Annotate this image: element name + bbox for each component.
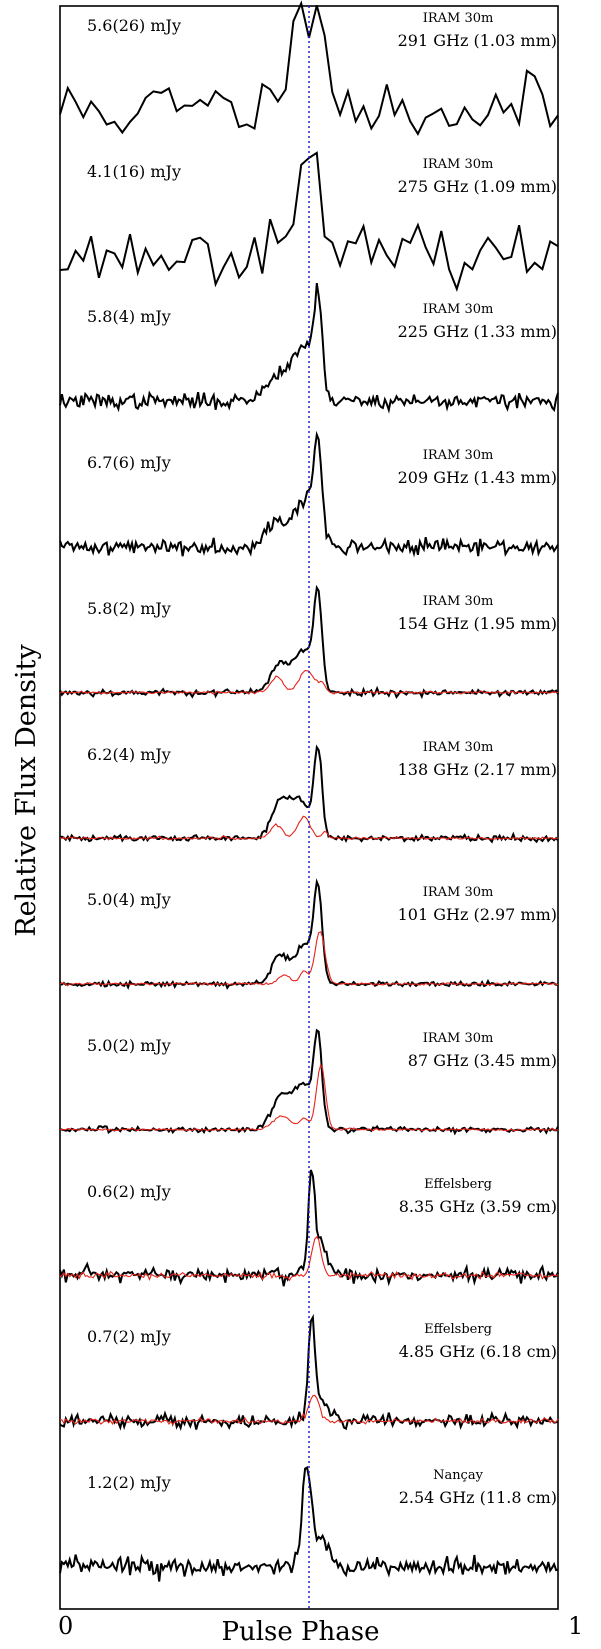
polarized-line-panel-10 <box>59 1394 559 1426</box>
frequency-label-panel-1: 291 GHz (1.03 mm) <box>397 31 557 50</box>
frequency-label-panel-2: 275 GHz (1.09 mm) <box>397 176 557 196</box>
frequency-label-panel-6: 138 GHz (2.17 mm) <box>397 759 557 779</box>
profile-line-panel-7 <box>59 878 559 991</box>
telescope-label-panel-2: IRAM 30m <box>422 156 494 172</box>
frequency-label-panel-4: 209 GHz (1.43 mm) <box>397 468 557 488</box>
flux-label-panel-5: 5.8(2) mJy <box>87 598 171 618</box>
profile-traces <box>59 0 559 1582</box>
frequency-label-panel-10: 4.85 GHz (6.18 cm) <box>398 1342 557 1362</box>
flux-label-panel-11: 1.2(2) mJy <box>87 1473 171 1492</box>
flux-label-panel-9: 0.6(2) mJy <box>87 1181 171 1201</box>
flux-label-panel-10: 0.7(2) mJy <box>87 1327 171 1347</box>
profile-line-panel-4 <box>59 430 559 558</box>
telescope-label-panel-10: Effelsberg <box>424 1322 492 1338</box>
polarized-line-panel-9 <box>59 1236 559 1282</box>
frequency-label-panel-11: 2.54 GHz (11.8 cm) <box>398 1488 557 1507</box>
flux-label-panel-1: 5.6(26) mJy <box>87 16 181 35</box>
x-axis-label: Pulse Phase <box>221 1617 380 1647</box>
telescope-label-panel-7: IRAM 30m <box>422 885 494 901</box>
telescope-label-panel-4: IRAM 30m <box>422 448 494 464</box>
flux-label-panel-4: 6.7(6) mJy <box>87 453 171 473</box>
telescope-label-panel-1: IRAM 30m <box>422 11 494 26</box>
profile-line-panel-9 <box>59 1169 559 1287</box>
x-tick-1: 1 <box>568 1612 584 1640</box>
polarized-line-panel-7 <box>59 931 559 987</box>
polarized-line-panel-6 <box>59 815 559 841</box>
telescope-label-panel-8: IRAM 30m <box>422 1030 494 1046</box>
flux-label-panel-8: 5.0(2) mJy <box>87 1035 171 1055</box>
telescope-label-panel-5: IRAM 30m <box>422 593 494 609</box>
telescope-label-panel-9: Effelsberg <box>424 1176 492 1192</box>
y-axis-label: Relative Flux Density <box>10 643 42 937</box>
frequency-label-panel-8: 87 GHz (3.45 mm) <box>407 1050 557 1070</box>
flux-label-panel-2: 4.1(16) mJy <box>87 161 181 181</box>
profile-line-panel-3 <box>59 282 559 414</box>
telescope-label-panel-11: Nançay <box>433 1468 483 1483</box>
telescope-label-panel-3: IRAM 30m <box>422 302 494 318</box>
frequency-label-panel-9: 8.35 GHz (3.59 cm) <box>398 1196 557 1216</box>
telescope-label-panel-6: IRAM 30m <box>422 739 494 755</box>
polarized-line-panel-8 <box>59 1063 559 1132</box>
frequency-label-panel-7: 101 GHz (2.97 mm) <box>397 905 557 925</box>
x-tick-0: 0 <box>58 1612 74 1640</box>
flux-label-panel-7: 5.0(4) mJy <box>87 890 171 910</box>
frequency-label-panel-5: 154 GHz (1.95 mm) <box>397 613 557 633</box>
frequency-label-panel-3: 225 GHz (1.33 mm) <box>397 322 557 342</box>
flux-label-panel-3: 5.8(4) mJy <box>87 307 171 327</box>
flux-label-panel-6: 6.2(4) mJy <box>87 744 171 764</box>
